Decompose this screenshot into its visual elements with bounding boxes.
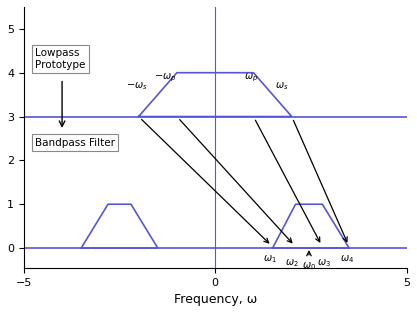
Text: $\omega_0$: $\omega_0$ xyxy=(302,260,316,272)
Text: Lowpass
Prototype: Lowpass Prototype xyxy=(35,48,85,70)
Text: $-\omega_p$: $-\omega_p$ xyxy=(154,71,176,84)
Text: $\omega_2$: $\omega_2$ xyxy=(285,258,299,269)
X-axis label: Frequency, ω: Frequency, ω xyxy=(173,293,257,306)
Text: $\omega_4$: $\omega_4$ xyxy=(340,253,354,265)
Text: $\omega_p$: $\omega_p$ xyxy=(244,71,259,84)
Text: $-\omega_s$: $-\omega_s$ xyxy=(126,81,148,92)
Text: $\omega_3$: $\omega_3$ xyxy=(317,258,331,269)
Text: $\omega_s$: $\omega_s$ xyxy=(275,81,289,92)
Text: $\omega_1$: $\omega_1$ xyxy=(263,253,276,265)
Text: Bandpass Filter: Bandpass Filter xyxy=(35,138,115,147)
